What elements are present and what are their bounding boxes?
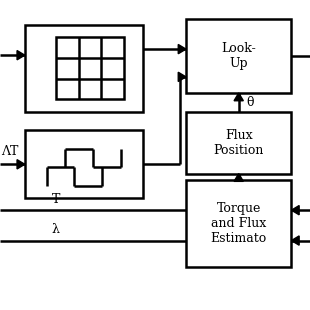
Text: Torque
and Flux
Estimato: Torque and Flux Estimato (210, 202, 267, 245)
Polygon shape (178, 72, 186, 82)
Bar (25, 25, 143, 112)
Polygon shape (291, 206, 299, 215)
Text: Look-
Up: Look- Up (221, 42, 256, 70)
Bar (186, 19, 291, 93)
Polygon shape (234, 174, 243, 181)
Text: T: T (51, 193, 60, 206)
Polygon shape (234, 93, 243, 101)
Polygon shape (291, 236, 299, 245)
Text: Flux
Position: Flux Position (214, 129, 264, 157)
Polygon shape (17, 160, 25, 169)
Text: ΛT: ΛT (2, 145, 19, 158)
Bar (25, 130, 143, 198)
Bar (186, 180, 291, 267)
Polygon shape (178, 44, 186, 54)
Bar (56, 37, 124, 99)
Polygon shape (17, 51, 25, 60)
Text: λ: λ (52, 223, 60, 236)
Text: θ: θ (246, 96, 254, 109)
Bar (186, 112, 291, 174)
